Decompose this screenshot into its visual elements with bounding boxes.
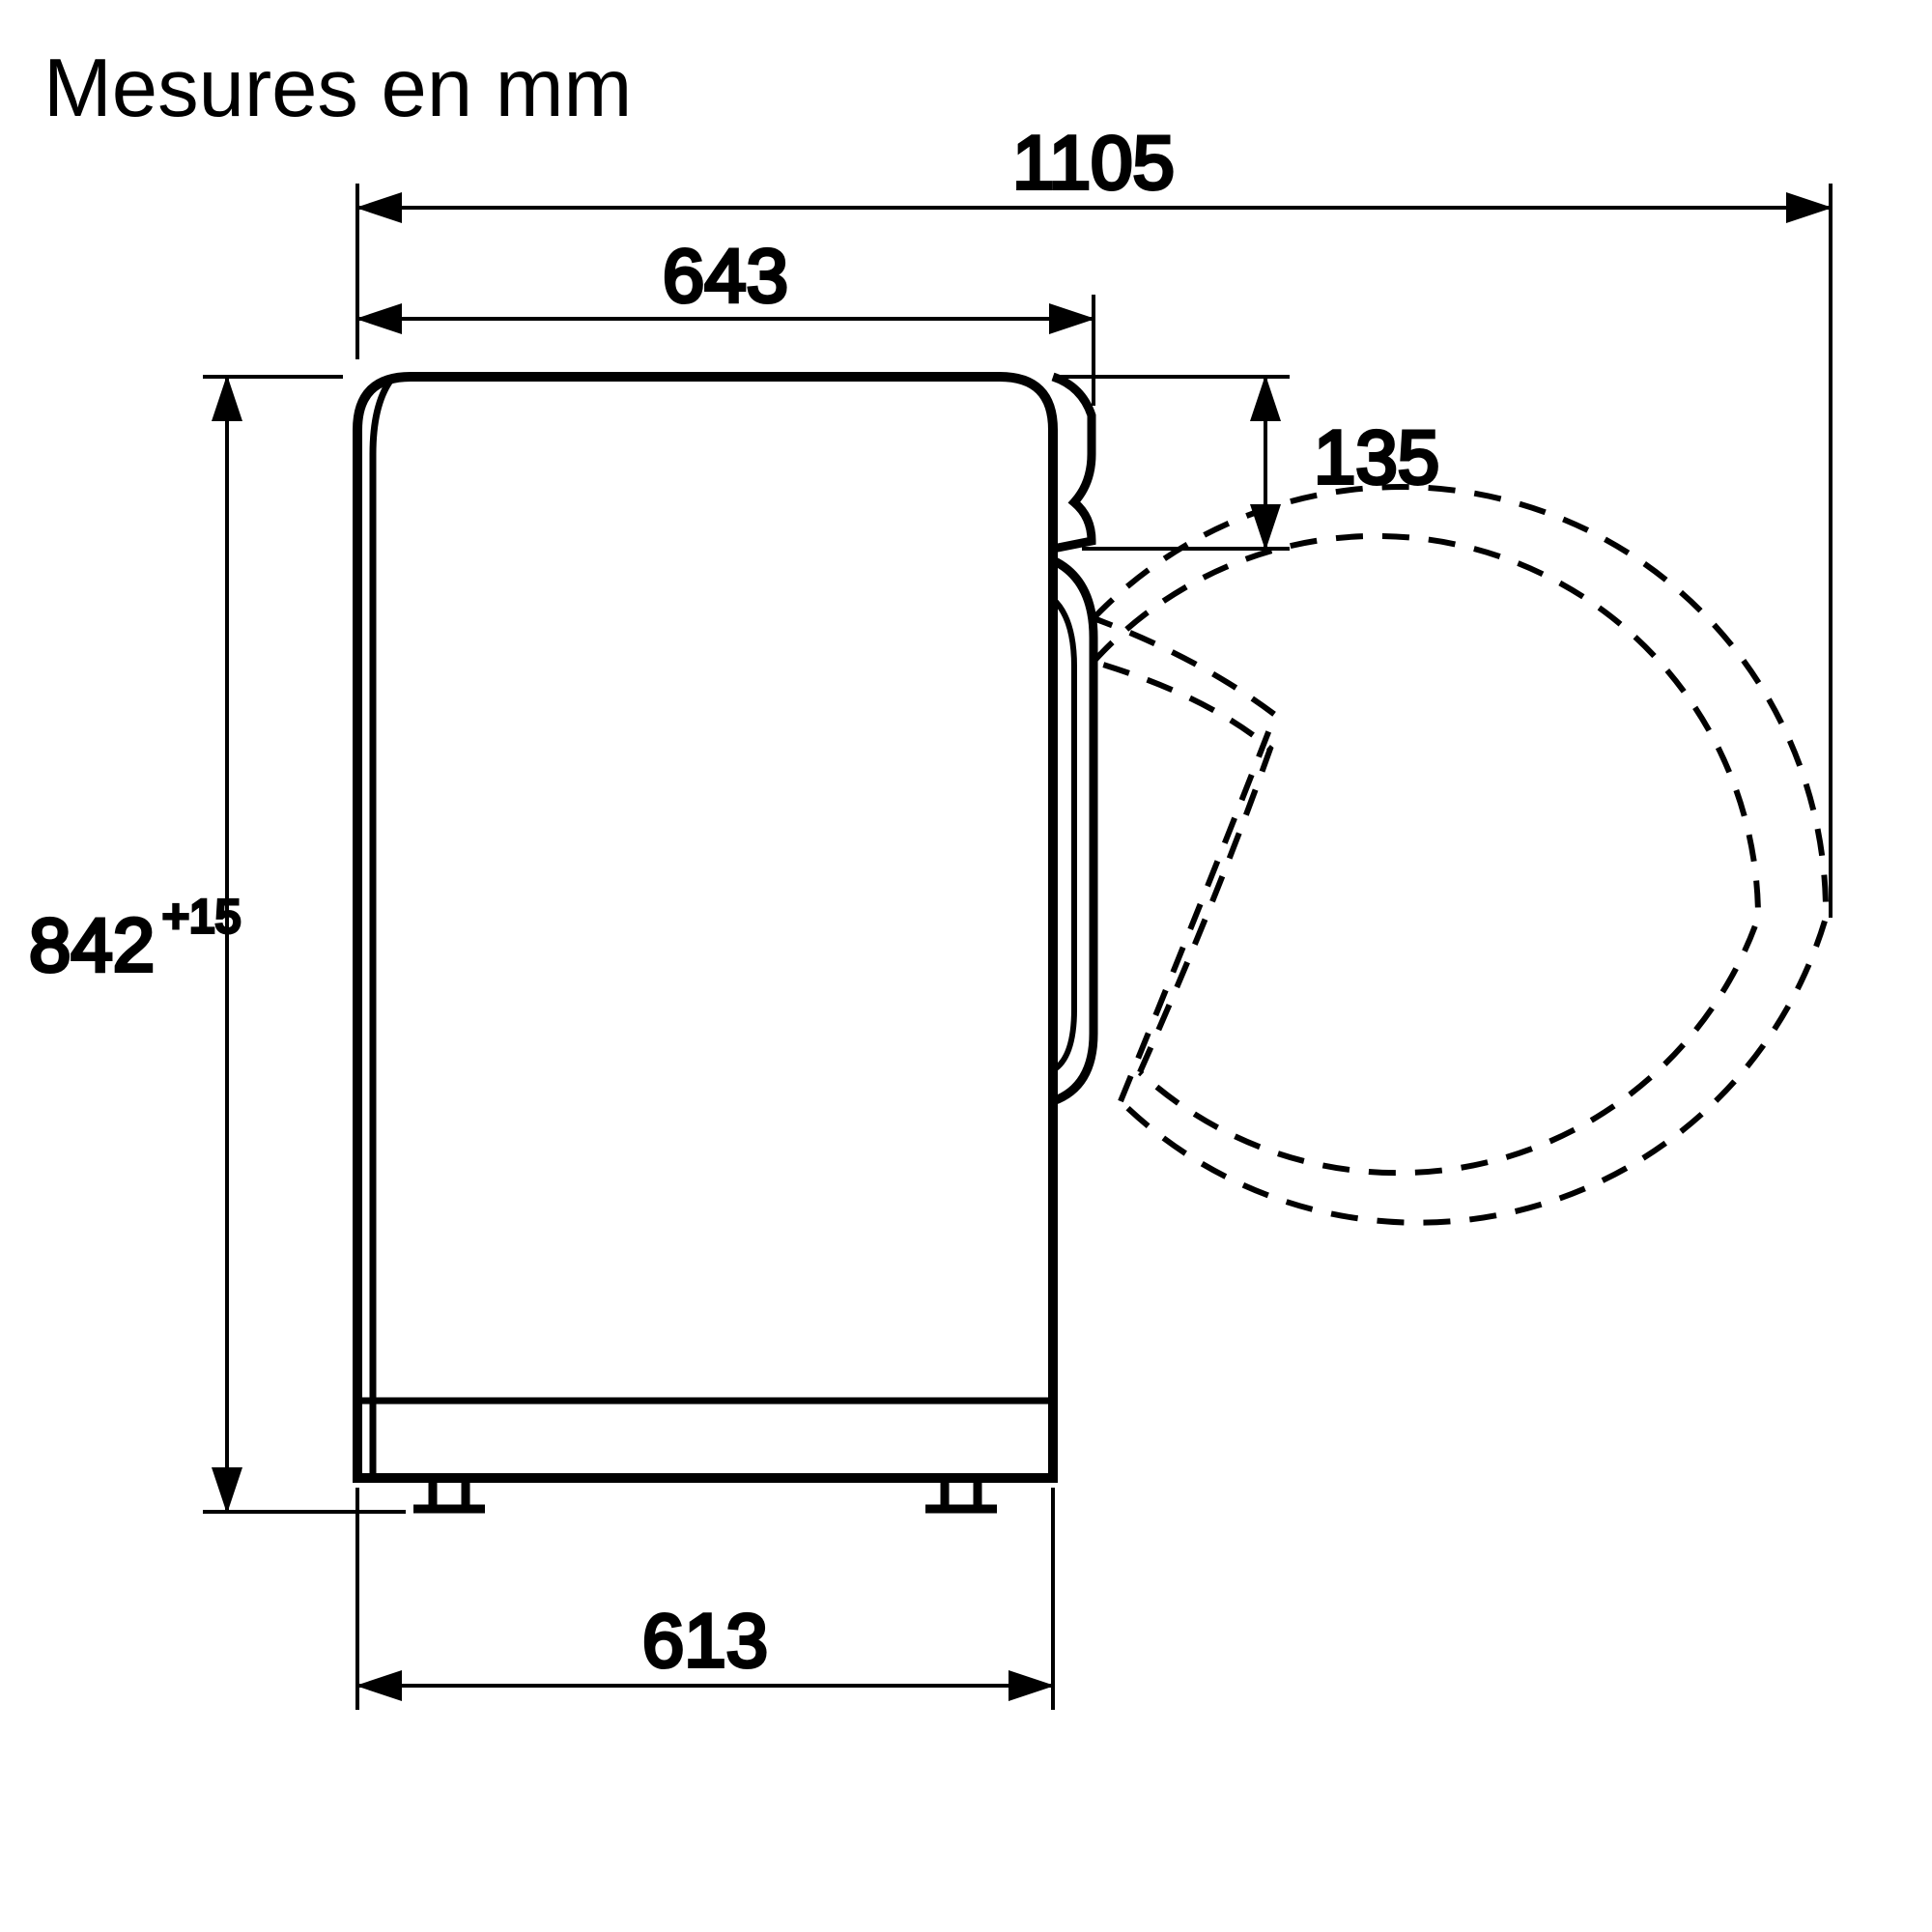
dim-643-label: 643 — [663, 233, 788, 318]
title: Mesures en mm — [43, 43, 632, 134]
appliance-body — [357, 377, 1053, 1478]
dim-613: 613 — [357, 1488, 1053, 1710]
dim-1105-label: 1105 — [1012, 120, 1175, 205]
dim-842-label: 842 — [29, 902, 155, 987]
control-panel — [1053, 377, 1092, 549]
dim-613-label: 613 — [642, 1598, 768, 1683]
dim-842-sup: +15 — [162, 892, 241, 943]
dim-842: 842 +15 — [29, 377, 406, 1512]
door-swing — [1094, 487, 1826, 1223]
dim-135-label: 135 — [1314, 414, 1439, 499]
dim-135: 135 — [1058, 377, 1439, 549]
technical-drawing: Mesures en mm — [0, 0, 1932, 1932]
door-profile — [1053, 560, 1094, 1101]
